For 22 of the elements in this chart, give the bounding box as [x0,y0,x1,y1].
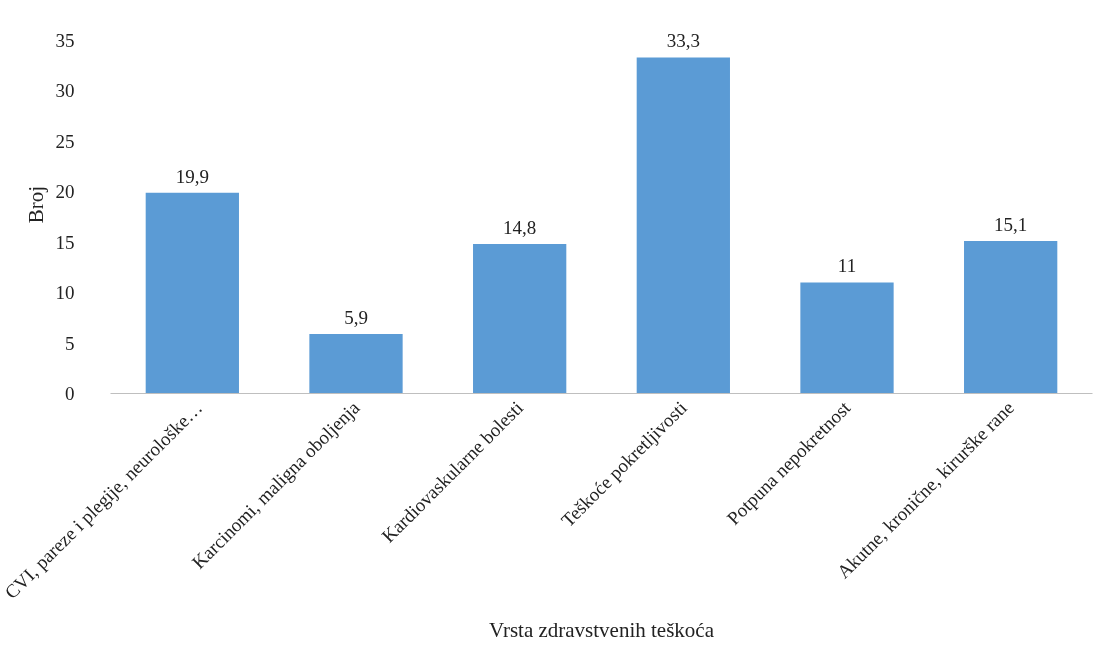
data-label: 33,3 [666,30,700,52]
data-label: 14,8 [503,217,537,239]
bar [145,192,239,394]
data-label: 11 [837,255,857,277]
y-tick-label: 30 [55,80,75,102]
bar [636,57,730,394]
y-tick-label: 25 [55,130,75,152]
y-tick-label: 20 [55,181,75,203]
y-axis-title: Broj [23,185,48,224]
bar [309,333,403,394]
y-tick-label: 10 [55,282,75,304]
y-tick-label: 5 [65,332,75,354]
x-axis-title: Vrsta zdravstvenih teškoća [489,618,715,643]
bar [800,282,894,394]
data-label: 19,9 [175,165,209,187]
data-label: 15,1 [994,214,1028,236]
y-tick-label: 0 [65,383,75,404]
bar [964,241,1058,394]
y-tick-label: 35 [55,29,75,51]
bar [473,244,567,394]
y-tick-label: 15 [55,231,75,253]
data-label: 5,9 [344,306,368,328]
